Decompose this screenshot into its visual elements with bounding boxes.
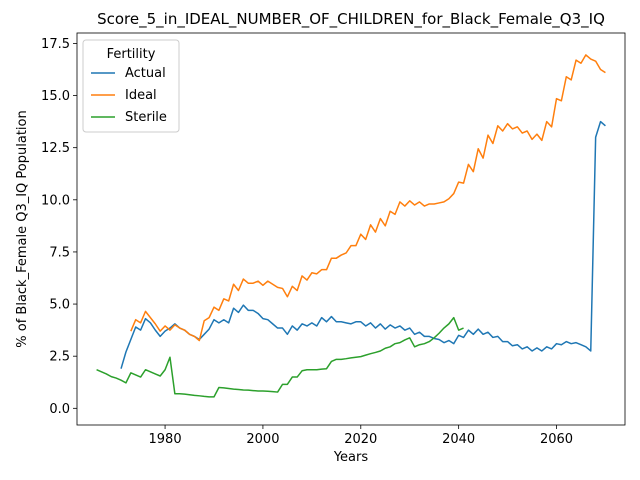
y-tick-label: 12.5 (41, 141, 70, 156)
x-axis: 1980 2000 2020 2040 2060 (149, 425, 573, 447)
y-tick-label: 5.0 (49, 298, 70, 313)
y-tick-label: 17.5 (41, 37, 70, 52)
chart-title: Score_5_in_IDEAL_NUMBER_OF_CHILDREN_for_… (97, 10, 605, 29)
plot-lines (96, 54, 606, 398)
plot-frame (76, 32, 626, 426)
x-axis-label: Years (333, 450, 369, 465)
series-line-actual (120, 120, 606, 369)
y-tick-label: 15.0 (41, 89, 70, 104)
legend-items: Actual Ideal Sterile (91, 66, 167, 125)
y-axis: 0.0 2.5 5.0 7.5 10.0 12.5 15.0 17.5 (41, 37, 77, 417)
series-line-sterile (96, 316, 464, 398)
x-tick-label: 1980 (149, 432, 182, 447)
legend-label-ideal: Ideal (125, 88, 157, 103)
x-tick-label: 2000 (246, 432, 279, 447)
legend-box (82, 39, 180, 133)
series-line-ideal (130, 54, 606, 342)
y-tick-label: 10.0 (41, 193, 70, 208)
x-tick-label: 2040 (442, 432, 475, 447)
legend-label-sterile: Sterile (125, 110, 167, 125)
y-tick-label: 2.5 (49, 350, 70, 365)
legend: Fertility Actual Ideal Sterile (82, 39, 180, 133)
legend-label-actual: Actual (125, 66, 166, 81)
y-tick-label: 7.5 (49, 245, 70, 260)
x-tick-label: 2020 (344, 432, 377, 447)
y-axis-label: % of Black_Female Q3_IQ Population (15, 110, 30, 347)
x-tick-label: 2060 (540, 432, 573, 447)
y-tick-label: 0.0 (49, 402, 70, 417)
legend-title: Fertility (107, 47, 156, 62)
